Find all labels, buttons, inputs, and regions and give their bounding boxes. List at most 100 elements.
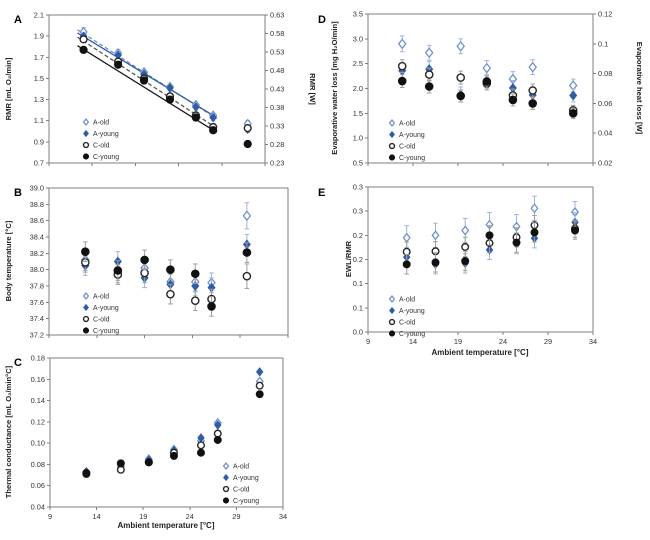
y-axis-A: 0.7 0.9 1.1 1.3 1.5 1.7 1.9 2.1: [34, 11, 49, 168]
legend-label-C-old: C-old: [233, 486, 250, 493]
marker-C-young: [79, 45, 88, 54]
marker-C-old: [242, 271, 252, 281]
y-tick-label: 0.12: [31, 417, 45, 426]
marker-C-old: [461, 242, 470, 251]
marker-C-young: [165, 95, 175, 104]
marker-C-old: [255, 381, 264, 390]
marker-C-young: [213, 435, 222, 444]
legend-marker-C-young: [82, 327, 90, 334]
y-tick-label: 1.0: [353, 134, 363, 143]
y-tick-label: 0.3: [353, 183, 363, 192]
y-tick-right-label: 0.43: [270, 85, 284, 94]
x-tick-label: 14: [92, 512, 100, 521]
marker-C-young: [113, 266, 123, 275]
legend-marker-C-old: [388, 142, 396, 150]
y-tick-label: 0.3: [353, 207, 363, 216]
legend-label-C-young: C-young: [93, 328, 119, 335]
marker-C-young: [242, 248, 252, 257]
x-tick-label: 29: [232, 512, 240, 521]
x-tick-label: 24: [186, 512, 194, 521]
legend-label-A-old: A-old: [93, 293, 109, 300]
panel-letter-A: A: [14, 14, 22, 26]
y-tick-right-label: 0.33: [270, 122, 284, 131]
x-tick-label: 9: [48, 512, 52, 521]
y-tick-right-label: 0.08: [598, 69, 612, 78]
y-tick-label: 0.04: [31, 503, 45, 512]
marker-C-young: [424, 82, 434, 91]
legend-label-A-young: A-young: [233, 475, 259, 482]
marker-A-young: [255, 367, 264, 377]
legend-marker-A-old: [222, 461, 230, 471]
y-tick-label: 0.7: [34, 159, 44, 168]
x-axis-title-C: Ambient temperature [°C]: [118, 521, 215, 530]
marker-C-old: [243, 123, 252, 133]
legend-label-C-old: C-old: [399, 319, 416, 326]
x-axis-E: 9 14 19 24 29 34: [366, 332, 597, 346]
y-tick-label: 1.5: [34, 74, 44, 83]
marker-C-young: [82, 468, 91, 477]
legend-label-A-young: A-young: [399, 308, 425, 315]
legend-label-A-young: A-young: [93, 131, 119, 138]
legend-marker-A-old: [82, 117, 90, 127]
legend-marker-C-young: [388, 154, 396, 161]
marker-C-young: [431, 258, 440, 267]
y-tick-right-label: 0.23: [270, 159, 284, 168]
marker-C-old: [190, 296, 200, 306]
series-A-old: [80, 202, 252, 294]
y-axis-title-D: Evaporative water loss [mg H₂O/min]: [330, 21, 339, 155]
marker-C-young: [116, 459, 125, 468]
marker-C-young: [482, 77, 492, 86]
y-axis-title-C: Thermal conductance [mL O₂/min°C]: [4, 365, 13, 498]
x-axis-A: [48, 163, 266, 166]
marker-C-young: [508, 95, 518, 105]
y-axis-D: 0.5 1.0 1.5 2.0 2.5 3.0 3.5: [353, 10, 368, 168]
legend-label-C-old: C-old: [399, 143, 416, 150]
marker-C-young: [243, 139, 252, 149]
legend-A: A-old A-young C-old C-young: [82, 117, 119, 161]
marker-C-young: [209, 126, 218, 135]
panel-C: 0.04 0.06 0.08 0.10 0.12 0.14 0.16 0.18 9 14 19 24 2…: [4, 354, 287, 531]
marker-C-young: [140, 255, 149, 265]
y-tick-label: 2.5: [353, 59, 363, 68]
legend-marker-C-old: [222, 485, 230, 493]
legend-label-C-old: C-old: [93, 142, 110, 149]
legend-label-C-old: C-old: [93, 316, 110, 323]
marker-C-young: [456, 91, 466, 101]
x-axis-title-E: Ambient temperature [°C]: [432, 348, 529, 357]
y-tick-right-label: 0.63: [270, 11, 284, 20]
legend-label-C-young: C-young: [399, 331, 425, 338]
y-tick-label: 0.08: [31, 460, 45, 469]
legend-label-C-young: C-young: [233, 498, 259, 505]
y-tick-label: 0.16: [31, 375, 45, 384]
y-axis-C: 0.04 0.06 0.08 0.10 0.12 0.14 0.16 0.18: [31, 354, 50, 512]
plot-area-B: [48, 187, 289, 336]
y-tick-label: 0.1: [353, 279, 363, 288]
marker-A-old: [402, 232, 411, 243]
legend-label-A-young: A-young: [399, 132, 425, 139]
marker-C-young: [196, 448, 205, 457]
y-tick-label: 2.0: [353, 84, 363, 93]
x-tick-label: 19: [454, 337, 462, 346]
x-tick-label: 29: [544, 337, 552, 346]
x-tick-label: 34: [279, 512, 287, 521]
legend-label-C-young: C-young: [93, 154, 119, 161]
marker-A-old: [530, 203, 539, 214]
legend-marker-A-young: [223, 473, 229, 482]
marker-C-old: [196, 441, 205, 450]
panel-E: 0.0 0.1 0.1 0.2 0.2 0.3 0.3 9 14 19 24 29 34 EWL/RMR A…: [318, 183, 597, 358]
marker-C-old: [397, 61, 407, 71]
legend-marker-A-old: [388, 118, 396, 128]
marker-A-old: [456, 40, 466, 52]
x-tick-label: 24: [499, 337, 507, 346]
legend-marker-A-old: [82, 291, 90, 301]
y-tick-label: 0.14: [31, 396, 45, 405]
marker-C-young: [530, 228, 539, 237]
y-tick-label: 38.8: [30, 200, 44, 209]
marker-A-old: [424, 47, 434, 59]
y-tick-label: 0.0: [353, 328, 363, 337]
legend-label-A-old: A-old: [233, 463, 249, 470]
series-A-old: [397, 35, 578, 93]
